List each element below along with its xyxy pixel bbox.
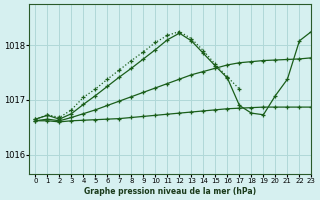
- X-axis label: Graphe pression niveau de la mer (hPa): Graphe pression niveau de la mer (hPa): [84, 187, 257, 196]
